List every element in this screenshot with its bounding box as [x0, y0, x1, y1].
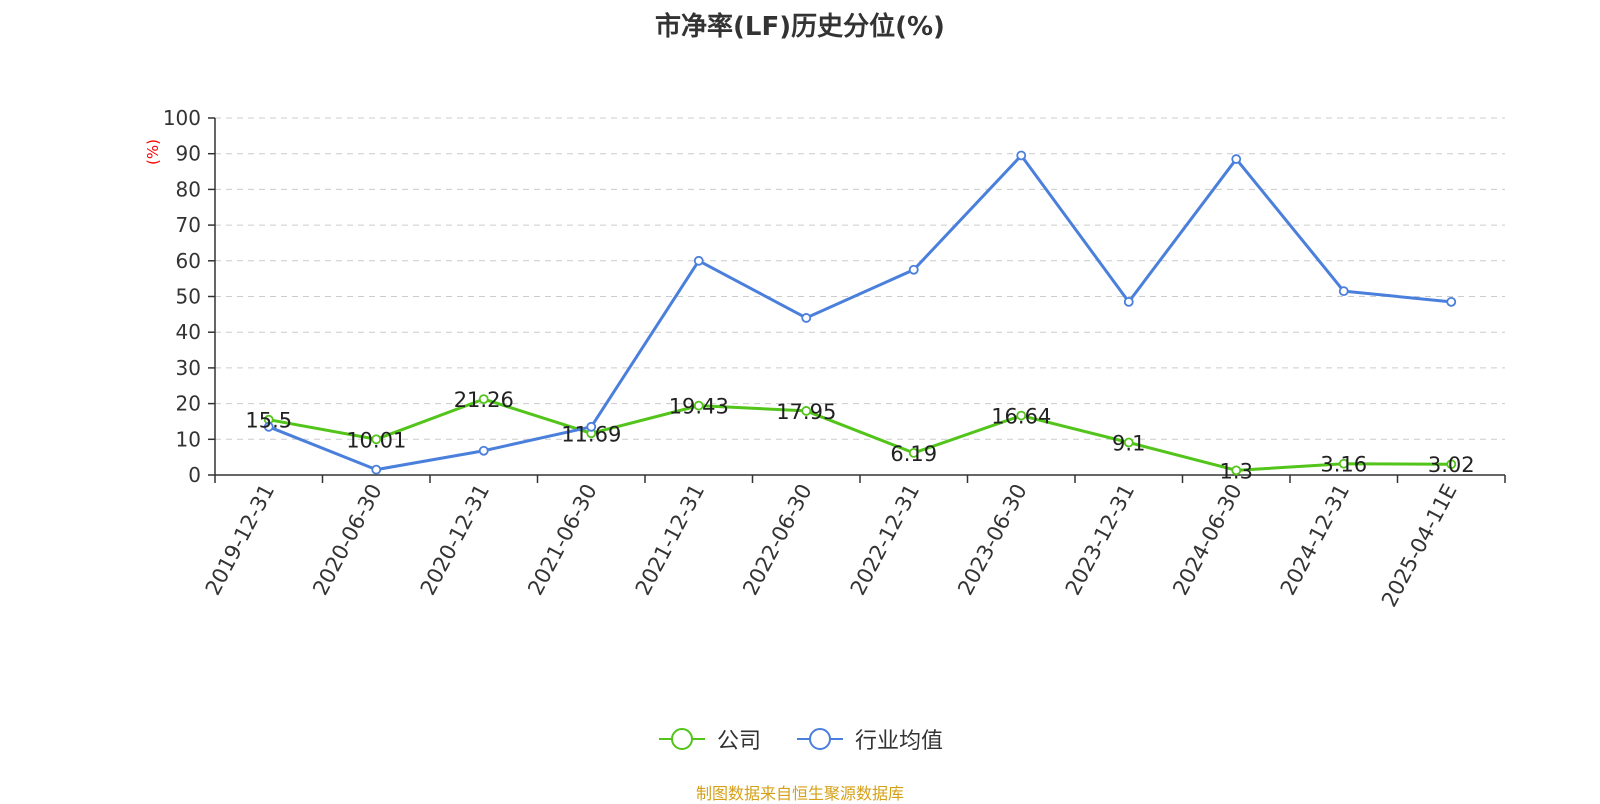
data-point[interactable] — [1338, 458, 1349, 469]
data-label: 3.16 — [1320, 453, 1367, 477]
y-tick-label: 20 — [176, 392, 201, 416]
data-label: 11.69 — [561, 422, 621, 446]
y-tick-label: 80 — [176, 177, 201, 201]
y-tick-label: 40 — [176, 320, 201, 344]
data-point[interactable] — [371, 434, 382, 445]
x-tick-label: 2020-12-31 — [416, 480, 494, 599]
grid-layer — [215, 117, 1505, 440]
data-point[interactable] — [1016, 410, 1027, 421]
y-tick-label: 10 — [176, 427, 201, 451]
y-tick-label: 50 — [176, 285, 201, 309]
data-label: 15.5 — [245, 409, 292, 433]
data-label: 10.01 — [346, 428, 406, 452]
x-tick-label: 2024-06-30 — [1168, 480, 1246, 599]
data-label: 17.95 — [776, 400, 836, 424]
data-point[interactable] — [371, 464, 382, 475]
data-label: 19.43 — [669, 395, 729, 419]
legend-item-industry-average[interactable]: 行业均值 — [795, 723, 943, 755]
y-tick-label: 100 — [163, 106, 201, 130]
x-tick-label: 2021-12-31 — [631, 480, 709, 599]
label-layer: 15.5 10.01 21.26 11.69 19.43 17.95 6.19 16.64 9.… — [245, 388, 1474, 483]
legend-label-industry-average: 行业均值 — [855, 729, 944, 754]
legend-swatch-company — [658, 728, 705, 750]
data-label: 6.19 — [890, 442, 937, 466]
source-note: 制图数据来自恒生聚源数据库 — [695, 784, 904, 803]
data-point[interactable] — [801, 313, 812, 323]
data-point[interactable] — [1231, 465, 1242, 476]
data-point[interactable] — [1446, 459, 1457, 470]
x-tick-label: 2023-06-30 — [953, 480, 1031, 599]
data-point[interactable] — [1016, 150, 1027, 161]
x-tick-label: 2022-06-30 — [738, 480, 816, 599]
y-tick-label: 30 — [176, 356, 201, 380]
data-label: 9.1 — [1112, 432, 1145, 456]
x-tick-label: 2019-12-31 — [201, 480, 279, 599]
data-point[interactable] — [1123, 296, 1134, 307]
x-tick-label: 2022-12-31 — [846, 480, 924, 599]
x-tick-label: 2024-12-31 — [1276, 480, 1354, 599]
data-point[interactable] — [1123, 437, 1134, 448]
legend-item-company[interactable]: 公司 — [657, 723, 761, 755]
legend: 公司 行业均值 — [0, 722, 1600, 756]
x-tick-label: 2023-12-31 — [1061, 480, 1139, 599]
x-tick-label: 2020-06-30 — [308, 480, 386, 599]
data-point[interactable] — [478, 394, 489, 405]
series-line-0 — [268, 397, 1452, 472]
axis-layer: 0 10 20 30 40 50 60 70 80 90 100(%) 2019-12-31 2020-… — [144, 106, 1506, 611]
x-tick-label: 2021-06-30 — [523, 480, 601, 599]
data-point[interactable] — [801, 406, 812, 416]
y-tick-label: 60 — [176, 249, 201, 273]
x-tick-label: 2025-04-11E — [1377, 480, 1462, 611]
y-tick-label: 70 — [176, 213, 201, 237]
data-point[interactable] — [908, 448, 919, 458]
chart-title: 市净率(LF)历史分位(%) — [655, 12, 945, 42]
data-point[interactable] — [693, 400, 704, 411]
data-point[interactable] — [1338, 286, 1349, 297]
series-line-1 — [268, 153, 1452, 472]
data-label: 3.02 — [1428, 453, 1475, 477]
data-point[interactable] — [478, 445, 489, 456]
data-point[interactable] — [1231, 154, 1242, 164]
data-label: 21.26 — [454, 388, 514, 412]
data-point[interactable] — [693, 255, 704, 266]
legend-swatch-industry-average — [797, 728, 843, 750]
data-point[interactable] — [586, 421, 597, 432]
legend-label-company: 公司 — [716, 729, 761, 754]
data-point[interactable] — [263, 421, 274, 432]
data-label: 16.64 — [991, 405, 1051, 429]
data-point[interactable] — [1446, 296, 1457, 307]
data-point[interactable] — [908, 264, 919, 275]
y-tick-label: 0 — [188, 463, 201, 487]
series-layer — [263, 150, 1457, 476]
data-label: 1.3 — [1220, 459, 1253, 483]
y-tick-label: 90 — [176, 142, 201, 166]
y-axis-label: (%) — [144, 139, 162, 165]
